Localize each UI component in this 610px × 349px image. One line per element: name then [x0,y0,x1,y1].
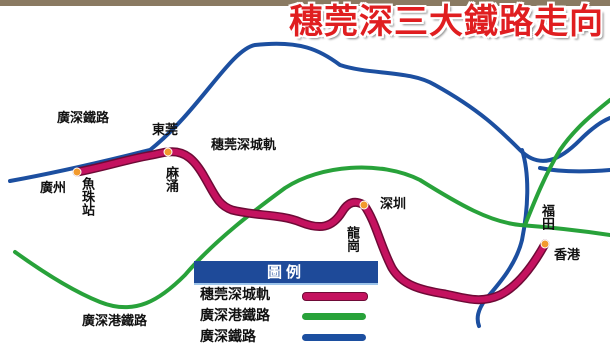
map-title: 穗莞深三大鐵路走向 [289,2,604,42]
station-label-hongkong: 香港 [554,248,581,263]
station-label-dongguan: 東莞 [152,123,179,138]
legend-item-suiguan-shen: 穗莞深城軌 [194,285,378,306]
top-band [0,0,610,6]
guang-shen-gang-railway-branch [523,98,610,227]
legend-item-guang-shen-gang: 廣深港鐵路 [194,306,378,327]
guang-shen-gang-railway-label: 廣深港鐵路 [82,314,148,329]
station-label-futian: 福田 [539,204,554,230]
station-marker-shenzhen [359,200,369,210]
legend-item-guang-shen: 廣深鐵路 [194,327,378,348]
guang-shen-railway-hk-branch [475,148,530,328]
legend-line-swatch [302,292,368,301]
station-marker-hongkong [540,239,550,249]
guang-shen-railway-east-branch [538,166,610,174]
station-label-longgang: 龍崗 [344,226,359,252]
guang-shen-gang-railway-line [13,165,610,310]
legend-title: 圖例 [194,261,378,285]
station-label-shenzhen: 深圳 [380,197,407,212]
station-label-guangzhou: 廣州 [40,181,67,196]
station-label-machong: 麻涌 [163,166,178,192]
legend-item-label: 廣深港鐵路 [200,308,270,324]
legend-line-swatch [302,313,366,320]
station-marker-dongguan [163,147,173,157]
station-label-yuzhu: 魚珠站 [79,177,94,216]
legend-item-label: 廣深鐵路 [200,329,256,345]
guang-shen-railway-label: 廣深鐵路 [57,111,110,126]
legend-item-label: 穗莞深城軌 [200,287,270,303]
suiguan-shen-line-label: 穗莞深城軌 [211,138,277,153]
legend-line-swatch [302,334,366,341]
station-marker-guangzhou [72,167,82,177]
legend: 圖例 穗莞深城軌 廣深港鐵路 廣深鐵路 [194,261,378,349]
